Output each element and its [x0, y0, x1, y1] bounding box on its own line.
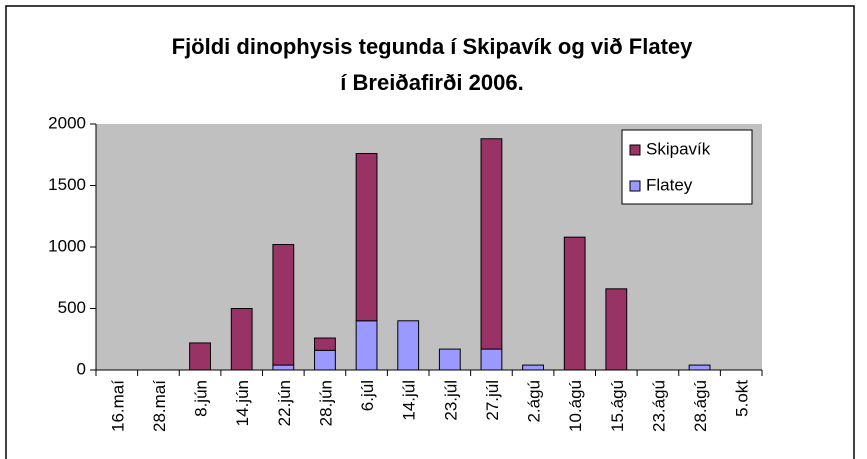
x-tick-label: 23.ágú — [649, 380, 668, 432]
bar — [397, 320, 420, 371]
x-tick-label: 10.ágú — [566, 380, 585, 432]
x-tick-label: 5.okt — [733, 380, 752, 417]
chart-title: í Breiðafirði 2006. — [340, 70, 523, 95]
y-tick-label: 2000 — [48, 113, 86, 132]
x-tick-label: 6.júl — [358, 380, 377, 411]
y-tick-label: 1000 — [48, 236, 86, 255]
bar — [272, 364, 295, 371]
bar — [230, 308, 253, 371]
legend-label: Flatey — [646, 175, 693, 194]
bar — [563, 236, 586, 371]
bar — [189, 342, 211, 371]
chart-title: Fjöldi dinophysis tegunda í Skipavík og … — [172, 34, 694, 59]
x-tick-label: 23.júl — [441, 380, 460, 421]
legend-label: Skipavík — [646, 139, 711, 158]
bar — [688, 364, 711, 371]
x-tick-label: 2.ágú — [525, 380, 544, 423]
y-tick-label: 500 — [58, 298, 86, 317]
x-tick-label: 27.júl — [483, 380, 502, 421]
x-tick-label: 28.maí — [150, 380, 169, 432]
x-tick-label: 15.ágú — [608, 380, 627, 432]
x-tick-label: 8.jún — [192, 380, 211, 417]
bar — [355, 320, 378, 371]
x-tick-label: 28.jún — [316, 380, 335, 426]
bar — [314, 349, 336, 371]
x-tick-label: 16.maí — [108, 380, 127, 432]
bar — [272, 244, 295, 366]
bar — [605, 288, 628, 371]
x-tick-label: 14.jún — [233, 380, 252, 426]
y-tick-label: 1500 — [48, 175, 86, 194]
bar — [480, 348, 503, 371]
y-tick-label: 0 — [77, 359, 86, 378]
legend-swatch — [629, 180, 641, 192]
bar — [522, 364, 544, 371]
legend-swatch — [629, 144, 641, 156]
bar — [355, 153, 378, 322]
x-tick-label: 14.júl — [400, 380, 419, 421]
bar — [314, 337, 336, 351]
x-tick-label: 28.ágú — [691, 380, 710, 432]
bar — [480, 138, 503, 350]
legend-box — [621, 129, 753, 205]
bar — [438, 348, 461, 371]
x-tick-label: 22.jún — [275, 380, 294, 426]
